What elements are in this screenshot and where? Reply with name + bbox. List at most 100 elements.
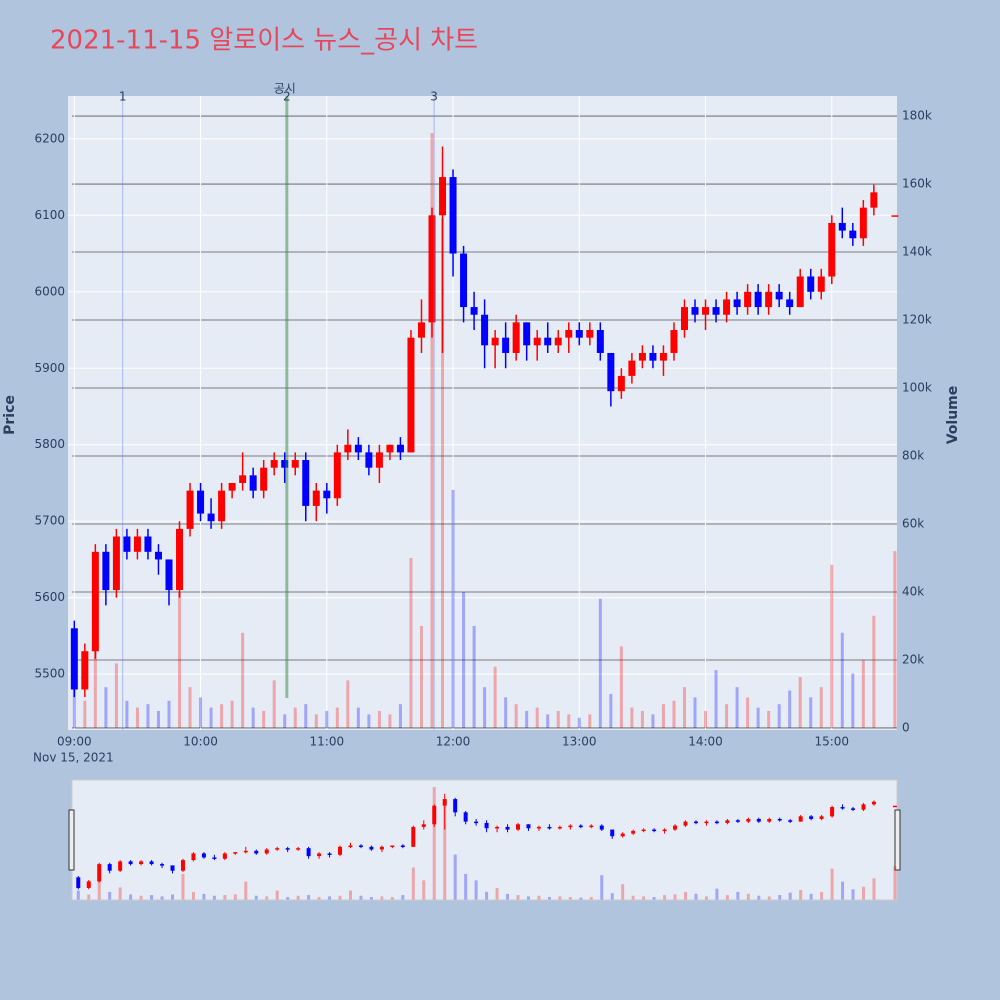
volume-bar	[93, 625, 97, 728]
candle-body	[460, 253, 468, 308]
candle-body	[442, 799, 447, 806]
candle-body	[817, 276, 825, 292]
volume-bar	[851, 889, 855, 900]
candle-body	[417, 322, 425, 338]
candle-body	[599, 825, 604, 830]
candle-body	[523, 322, 531, 346]
volume-bar	[598, 598, 602, 728]
slider-handle[interactable]	[894, 809, 901, 871]
volume-bar	[262, 710, 266, 728]
x-tick-label: 15:00	[814, 735, 849, 749]
candle-body	[754, 291, 762, 308]
volume-bar	[756, 707, 760, 728]
volume-bar	[746, 697, 750, 728]
volume-bar	[767, 710, 771, 728]
volume-bar	[558, 896, 562, 900]
volume-bar	[464, 873, 468, 900]
volume-bar	[254, 895, 258, 900]
candle-body	[107, 864, 112, 871]
candle-body	[652, 829, 657, 832]
candle-body	[557, 826, 562, 829]
y-axis-title: Price	[2, 395, 18, 435]
x-tick-label: 11:00	[310, 735, 345, 749]
volume-bar	[430, 133, 434, 728]
candle-body	[354, 444, 362, 453]
volume-bar	[317, 897, 321, 900]
volume-bar	[704, 710, 708, 728]
candle-body	[249, 475, 257, 491]
volume-bar	[129, 894, 133, 900]
candle-body	[830, 807, 835, 817]
x-tick-label: 10:00	[183, 735, 218, 749]
candle-body	[128, 861, 133, 865]
volume-bar	[328, 896, 332, 900]
candle-body	[502, 337, 510, 353]
y2-axis-title: Volume	[945, 386, 961, 445]
volume-bar	[820, 891, 824, 900]
volume-bar	[411, 867, 415, 900]
candle-body	[400, 845, 405, 848]
volume-bar	[108, 891, 112, 900]
plot-area	[68, 96, 897, 730]
range-slider[interactable]	[71, 779, 898, 901]
volume-bar	[307, 895, 311, 900]
volume-bar	[621, 884, 625, 900]
candle-body	[76, 877, 81, 888]
volume-bar	[746, 893, 750, 900]
volume-bar	[83, 700, 87, 728]
candle-body	[254, 850, 259, 854]
volume-bar	[146, 704, 150, 728]
volume-bar	[233, 894, 237, 900]
volume-bar	[199, 697, 203, 728]
volume-bar	[171, 894, 175, 900]
candle-body	[133, 536, 141, 552]
volume-bar	[135, 707, 139, 728]
candle-body	[432, 805, 437, 825]
candle-body	[470, 307, 478, 315]
volume-bar	[579, 897, 583, 900]
volume-bar	[684, 891, 688, 900]
candle-body	[765, 291, 773, 308]
volume-bar	[359, 895, 363, 900]
volume-bar	[840, 632, 844, 728]
candle-body	[861, 804, 866, 810]
candle-body	[379, 846, 384, 850]
candle-body	[796, 276, 804, 308]
volume-bar	[377, 710, 381, 728]
candle-body	[275, 848, 280, 850]
candle-body	[149, 861, 154, 865]
annotation-label: 3	[430, 90, 438, 104]
chart-title: 2021-11-15 알로이스 뉴스_공시 차트	[50, 26, 478, 56]
y2-tick-label: 0	[902, 720, 910, 734]
volume-bar	[401, 895, 405, 900]
volume-bar	[104, 687, 108, 728]
candle-body	[260, 467, 268, 491]
candle-body	[859, 207, 867, 239]
candle-body	[756, 818, 761, 822]
candle-body	[892, 805, 897, 808]
volume-bar	[526, 896, 530, 900]
candle-body	[516, 824, 521, 830]
volume-bar	[735, 687, 739, 728]
candle-body	[491, 337, 499, 346]
volume-bar	[286, 897, 290, 900]
volume-bar	[398, 704, 402, 728]
volume-bar	[661, 704, 665, 728]
volume-bar	[798, 676, 802, 728]
volume-bar	[640, 710, 644, 728]
volume-bar	[390, 897, 394, 900]
volume-bar	[535, 707, 539, 728]
volume-bar	[188, 687, 192, 728]
x-tick-label: 13:00	[562, 735, 597, 749]
candle-body	[81, 651, 89, 690]
volume-bar	[167, 700, 171, 728]
volume-bar	[178, 591, 182, 728]
volume-bar	[348, 890, 352, 900]
volume-bar	[265, 896, 269, 900]
candle-body	[589, 825, 594, 828]
candle-body	[578, 825, 583, 828]
volume-bar	[809, 893, 813, 900]
slider-handle[interactable]	[68, 809, 75, 871]
candle-body	[348, 845, 353, 848]
